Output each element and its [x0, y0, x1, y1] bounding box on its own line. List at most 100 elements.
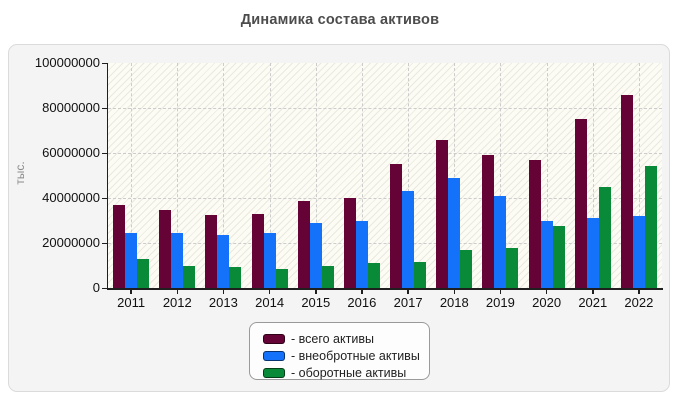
y-axis-label-60000000: 60000000 [42, 145, 100, 160]
bar-group-2013 [200, 63, 246, 288]
x-tick-2022 [638, 289, 640, 294]
x-tick-2020 [545, 289, 548, 294]
bar-noncurrent-2014 [263, 232, 276, 288]
legend-label-total: - всего активы [291, 332, 374, 346]
bar-total-2021 [574, 118, 587, 288]
bar-total-2013 [205, 214, 218, 288]
bar-current-2021 [598, 187, 611, 288]
y-axis-line [106, 63, 108, 290]
y-tick-40000000 [102, 197, 107, 199]
bar-current-2019 [506, 247, 519, 288]
gridline-h-80000000 [108, 108, 662, 109]
y-axis-label-20000000: 20000000 [42, 235, 100, 250]
legend-swatch-total [263, 334, 285, 344]
bar-total-2020 [528, 159, 541, 288]
bar-noncurrent-2019 [494, 195, 507, 288]
gridline-v-2013 [223, 63, 225, 288]
x-axis-label-2015: 2015 [301, 295, 331, 310]
legend-swatch-current [263, 368, 285, 378]
bar-group-2015 [293, 63, 339, 288]
bar-noncurrent-2017 [402, 190, 415, 288]
bar-group-2011 [108, 63, 154, 288]
y-axis-title: тыс. [13, 161, 27, 185]
bar-noncurrent-2012 [171, 232, 184, 288]
bar-noncurrent-2020 [540, 221, 553, 288]
y-axis-label-0: 0 [92, 280, 100, 295]
x-tick-2011 [130, 289, 132, 294]
legend-item-noncurrent: - внеобротные активы [263, 348, 429, 364]
bar-group-2017 [385, 63, 431, 288]
gridline-v-2015 [315, 63, 317, 288]
bar-group-2020 [524, 63, 570, 288]
gridline-v-2018 [454, 63, 456, 288]
bar-total-2022 [620, 95, 633, 288]
x-tick-2016 [361, 289, 363, 294]
bar-total-2019 [482, 155, 495, 288]
y-tick-60000000 [102, 152, 107, 154]
y-tick-20000000 [102, 242, 107, 244]
x-axis-label-2017: 2017 [393, 295, 423, 310]
x-axis-label-2020: 2020 [532, 295, 562, 310]
bar-noncurrent-2022 [632, 216, 645, 288]
bar-current-2012 [183, 265, 196, 288]
legend-swatch-noncurrent [263, 351, 285, 361]
x-axis-label-2013: 2013 [208, 295, 238, 310]
x-axis-label-2016: 2016 [347, 295, 377, 310]
plot-area [108, 63, 662, 288]
bar-current-2017 [414, 261, 427, 288]
gridline-v-2021 [592, 63, 594, 288]
x-tick-2018 [453, 289, 455, 294]
y-tick-0 [102, 287, 107, 289]
x-tick-2021 [592, 289, 594, 294]
x-axis-label-2011: 2011 [117, 295, 146, 310]
bar-group-2012 [154, 63, 200, 288]
bar-current-2013 [229, 267, 242, 288]
bar-group-2019 [477, 63, 523, 288]
bar-current-2011 [137, 258, 150, 288]
gridline-v-2022 [638, 63, 640, 288]
bar-noncurrent-2011 [125, 232, 138, 288]
bar-current-2018 [460, 250, 473, 288]
gridline-v-2012 [177, 63, 179, 288]
bar-total-2017 [390, 164, 403, 288]
x-tick-2017 [407, 289, 409, 294]
gridline-h-60000000 [108, 153, 662, 154]
x-axis-line [106, 288, 663, 290]
x-axis-label-2018: 2018 [439, 295, 469, 310]
bar-noncurrent-2016 [355, 221, 368, 288]
gridline-v-2014 [269, 63, 271, 288]
gridline-v-2019 [500, 63, 502, 288]
x-tick-2013 [222, 289, 225, 294]
bar-group-2018 [431, 63, 477, 288]
legend-label-current: - оборотные активы [291, 366, 407, 380]
x-axis-label-2021: 2021 [578, 295, 608, 310]
bar-current-2015 [321, 265, 334, 288]
bar-total-2012 [159, 210, 172, 288]
x-axis-label-2012: 2012 [162, 295, 192, 310]
bar-noncurrent-2013 [217, 234, 230, 288]
bar-current-2022 [644, 165, 657, 288]
chart-title: Динамика состава активов [240, 12, 440, 28]
legend-item-current: - оборотные активы [263, 365, 429, 381]
gridline-v-2017 [408, 63, 410, 288]
bar-group-2014 [247, 63, 293, 288]
legend: - всего активы - внеобротные активы - об… [249, 322, 430, 380]
y-axis-label-40000000: 40000000 [42, 190, 100, 205]
bar-total-2015 [297, 201, 310, 288]
bar-group-2016 [339, 63, 385, 288]
bar-groups [108, 63, 662, 288]
gridline-v-2016 [361, 63, 363, 288]
bar-current-2016 [367, 263, 380, 288]
x-tick-2014 [268, 289, 271, 294]
legend-label-noncurrent: - внеобротные активы [291, 349, 420, 363]
gridline-h-20000000 [108, 243, 662, 244]
x-axis-label-2014: 2014 [255, 295, 285, 310]
bar-total-2018 [436, 140, 449, 288]
x-axis-label-2022: 2022 [624, 295, 654, 310]
gridline-v-2011 [131, 63, 133, 288]
gridline-h-40000000 [108, 198, 662, 199]
bar-total-2016 [343, 198, 356, 288]
bar-noncurrent-2021 [586, 218, 599, 288]
bar-noncurrent-2018 [448, 177, 461, 288]
